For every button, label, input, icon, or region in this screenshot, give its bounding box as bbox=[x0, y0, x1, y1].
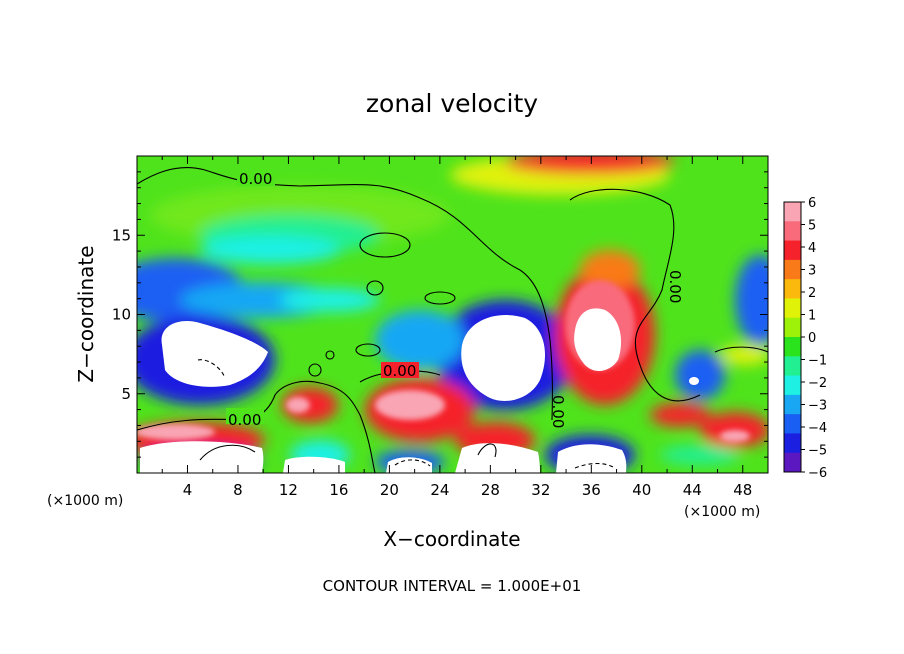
x-tick-label: 32 bbox=[531, 481, 550, 499]
colorbar-tick-label: 4 bbox=[808, 241, 816, 256]
x-tick-label: 8 bbox=[233, 481, 243, 499]
colorbar-tick-label: 6 bbox=[808, 196, 816, 211]
colorbar-swatch bbox=[784, 221, 801, 242]
colorbar-swatch bbox=[784, 240, 801, 261]
colorbar: 6 5 4 3 2 1 0 −1 −2 −3 −4 −5 −6 bbox=[783, 196, 827, 481]
x-axis-label: X−coordinate bbox=[383, 527, 520, 551]
colorbar-tick-label: 1 bbox=[808, 309, 816, 324]
colorbar-tick-label: −5 bbox=[808, 444, 827, 459]
colorbar-swatch bbox=[784, 375, 801, 396]
y-tick-label: 15 bbox=[112, 226, 131, 244]
colorbar-swatch bbox=[784, 259, 801, 280]
z-unit-label: (×1000 m) bbox=[47, 493, 123, 509]
x-axis: 4 8 12 16 20 24 28 32 36 40 44 48 bbox=[161, 156, 752, 499]
x-tick-label: 4 bbox=[183, 481, 193, 499]
colorbar-swatch bbox=[784, 414, 801, 434]
x-tick-label: 28 bbox=[481, 481, 500, 499]
colorbar-swatch bbox=[784, 356, 801, 377]
colorbar-swatch bbox=[784, 394, 801, 415]
contour-label: 0.00 bbox=[666, 270, 684, 303]
x-unit-label: (×1000 m) bbox=[684, 504, 760, 520]
colorbar-swatch bbox=[784, 298, 801, 319]
colorbar-tick-label: −6 bbox=[808, 466, 827, 481]
contour-label: 0.00 bbox=[549, 395, 567, 428]
y-tick-label: 5 bbox=[121, 385, 131, 403]
colorbar-tick-label: −3 bbox=[808, 399, 827, 414]
contour-label: 0.00 bbox=[228, 411, 261, 429]
x-tick-label: 44 bbox=[683, 481, 702, 499]
x-tick-label: 48 bbox=[733, 481, 752, 499]
zero-contours bbox=[137, 167, 768, 473]
x-tick-label: 20 bbox=[380, 481, 399, 499]
colorbar-swatch bbox=[784, 433, 801, 454]
colorbar-swatch bbox=[784, 202, 801, 222]
chart-title: zonal velocity bbox=[366, 89, 538, 118]
y-tick-label: 10 bbox=[112, 306, 131, 324]
colorbar-tick-label: 2 bbox=[808, 286, 816, 301]
x-tick-label: 36 bbox=[582, 481, 601, 499]
x-tick-label: 16 bbox=[329, 481, 348, 499]
colorbar-swatch bbox=[784, 452, 801, 473]
colorbar-tick-label: 5 bbox=[808, 219, 816, 234]
colorbar-swatch bbox=[784, 337, 801, 357]
heatmap-field: 0.00 0.00 0.00 0.00 0.00 bbox=[137, 156, 768, 473]
colorbar-tick-label: −1 bbox=[808, 354, 827, 369]
colorbar-tick-label: 0 bbox=[808, 331, 816, 346]
x-tick-label: 40 bbox=[632, 481, 651, 499]
colorbar-swatch bbox=[784, 279, 801, 299]
colorbar-tick-label: −2 bbox=[808, 376, 827, 391]
y-axis-label: Z−coordinate bbox=[74, 245, 98, 382]
colorbar-tick-label: 3 bbox=[808, 264, 816, 279]
x-tick-label: 24 bbox=[430, 481, 449, 499]
y-axis: 5 10 15 bbox=[112, 171, 768, 458]
colorbar-tick-label: −4 bbox=[808, 421, 827, 436]
colorbar-swatch bbox=[784, 317, 801, 338]
contour-label: 0.00 bbox=[383, 362, 416, 380]
contour-label: 0.00 bbox=[239, 170, 272, 188]
contour-interval-note: CONTOUR INTERVAL = 1.000E+01 bbox=[323, 577, 582, 595]
x-tick-label: 12 bbox=[279, 481, 298, 499]
